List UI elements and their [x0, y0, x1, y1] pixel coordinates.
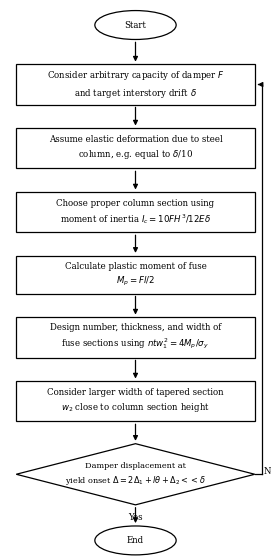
- Text: Consider arbitrary capacity of damper $F$
and target interstory drift $\delta$: Consider arbitrary capacity of damper $F…: [47, 70, 224, 100]
- FancyBboxPatch shape: [16, 128, 255, 168]
- FancyBboxPatch shape: [16, 256, 255, 294]
- Text: No: No: [264, 467, 271, 476]
- Text: Design number, thickness, and width of
fuse sections using $ntw_1^2 = 4M_p / \si: Design number, thickness, and width of f…: [50, 324, 221, 351]
- Text: Damper displacement at
yield onset $\Delta = 2\Delta_1 + l\theta + \Delta_2 << \: Damper displacement at yield onset $\Del…: [65, 461, 206, 487]
- Ellipse shape: [95, 526, 176, 555]
- FancyBboxPatch shape: [16, 317, 255, 358]
- Text: Yes: Yes: [128, 513, 143, 522]
- Text: Calculate plastic moment of fuse
$M_p = Fl / 2$: Calculate plastic moment of fuse $M_p = …: [64, 262, 207, 287]
- Text: Start: Start: [125, 21, 146, 29]
- FancyBboxPatch shape: [16, 381, 255, 421]
- Text: Consider larger width of tapered section
$w_2$ close to column section height: Consider larger width of tapered section…: [47, 389, 224, 414]
- FancyBboxPatch shape: [16, 64, 255, 105]
- Text: Assume elastic deformation due to steel
column, e.g. equal to $\delta$/10: Assume elastic deformation due to steel …: [49, 136, 222, 161]
- Text: Choose proper column section using
moment of inertia $I_c = 10FH^3 / 12E\delta$: Choose proper column section using momen…: [56, 198, 215, 226]
- Text: End: End: [127, 536, 144, 545]
- FancyBboxPatch shape: [16, 192, 255, 232]
- Ellipse shape: [95, 11, 176, 39]
- Polygon shape: [16, 444, 255, 505]
